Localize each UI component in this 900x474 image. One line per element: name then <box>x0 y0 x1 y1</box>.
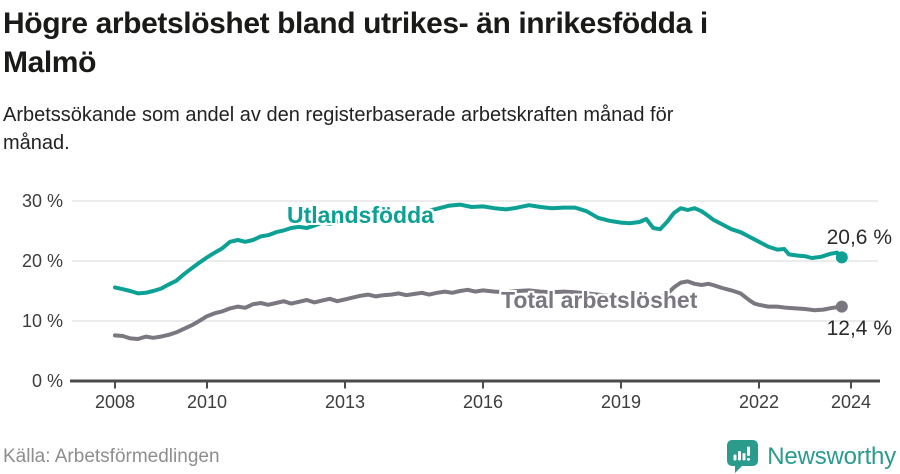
chart-subtitle: Arbetssökande som andel av den registerb… <box>3 101 673 157</box>
x-axis <box>70 379 880 389</box>
end-value-label: 20,6 % <box>826 226 892 249</box>
series-label: Utlandsfödda <box>287 202 434 228</box>
newsworthy-bubble-chart-icon <box>727 440 759 473</box>
gridlines <box>72 200 878 322</box>
end-dot <box>835 300 848 313</box>
x-tick-label: 2010 <box>186 392 228 412</box>
x-tick-label: 2016 <box>462 392 504 412</box>
newsworthy-wordmark: Newsworthy <box>767 442 896 470</box>
subtitle-line-1: Arbetssökande som andel av den registerb… <box>3 104 674 126</box>
source-note: Källa: Arbetsförmedlingen <box>3 446 220 467</box>
y-tick-label: 10 % <box>21 311 63 331</box>
x-tick-label: 2013 <box>324 392 366 412</box>
y-tick-label: 20 % <box>21 251 63 271</box>
x-tick-label: 2019 <box>600 392 642 412</box>
x-tick-label: 2024 <box>830 392 872 412</box>
chart-canvas <box>70 200 880 389</box>
series-line-total <box>113 279 844 341</box>
y-tick-label: 30 % <box>21 191 63 211</box>
series-end-dots <box>835 251 848 313</box>
title-line-1: Högre arbetslöshet bland utrikes- än inr… <box>3 7 708 40</box>
series-label: Total arbetslöshet <box>501 287 698 313</box>
series-lines <box>113 202 844 341</box>
x-tick-label: 2022 <box>738 392 780 412</box>
y-tick-label: 0 % <box>31 371 63 391</box>
end-dot <box>835 251 848 264</box>
x-tick-label: 2008 <box>94 392 136 412</box>
end-value-label: 12,4 % <box>826 317 892 340</box>
series-line-utlandsfodda <box>113 202 844 296</box>
subtitle-line-2: månad. <box>3 132 70 154</box>
title-line-2: Malmö <box>3 46 97 79</box>
newsworthy-logo: Newsworthy <box>725 439 896 474</box>
page-title: Högre arbetslöshet bland utrikes- än inr… <box>3 4 708 82</box>
